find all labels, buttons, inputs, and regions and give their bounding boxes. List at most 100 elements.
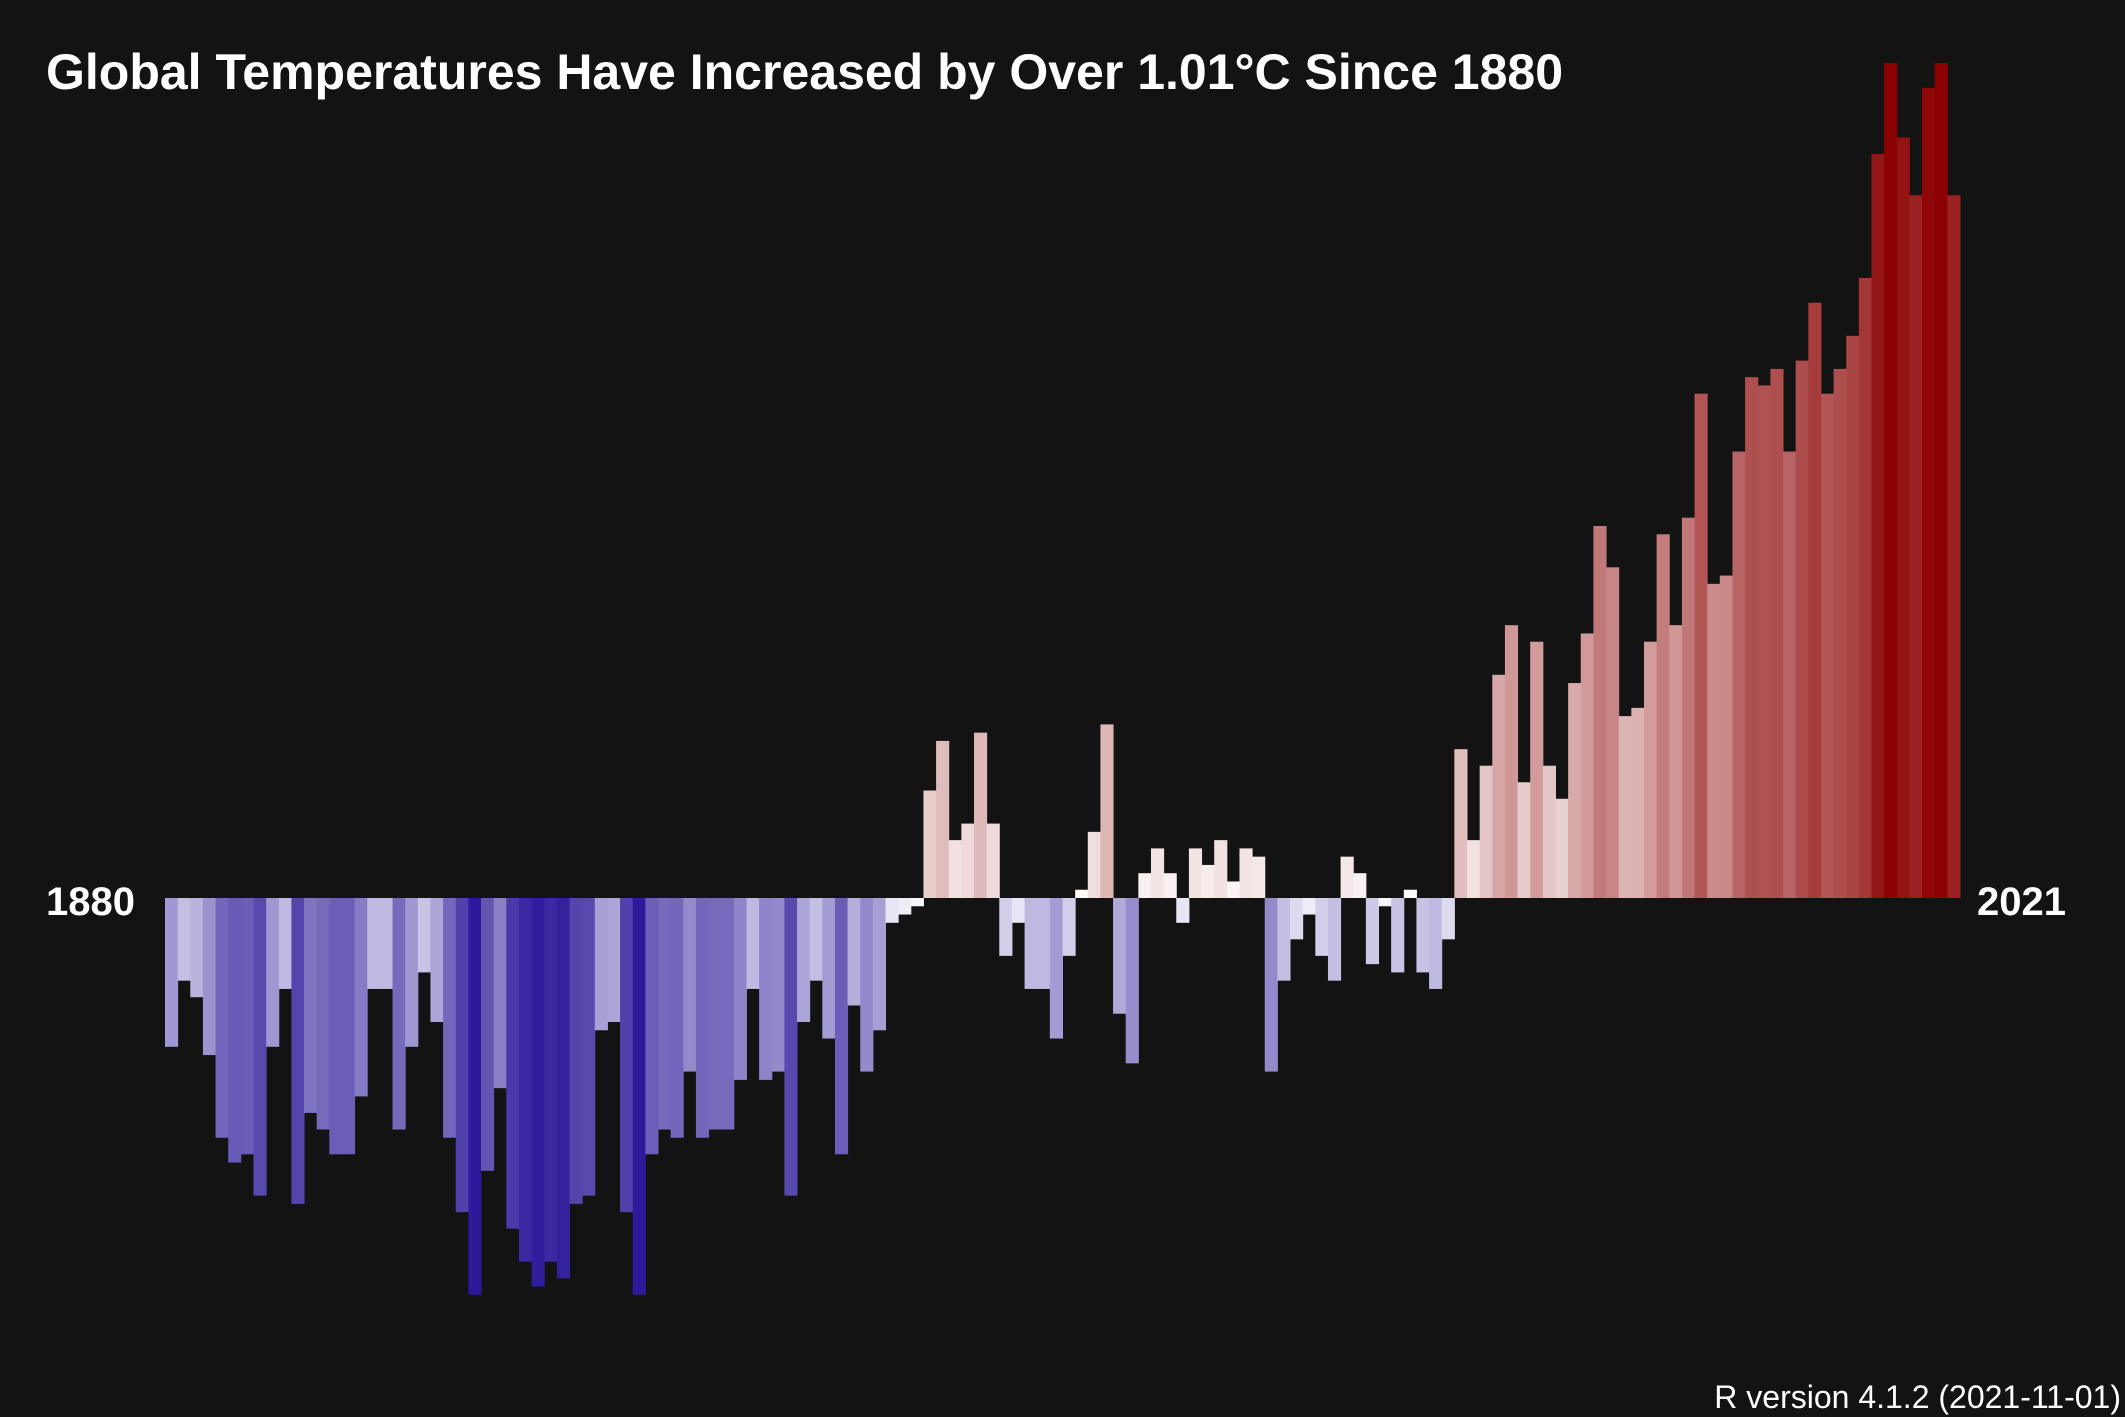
bar-1954 xyxy=(1100,724,1114,898)
bar-2017 xyxy=(1896,137,1910,898)
bar-1899 xyxy=(405,898,419,1047)
bar-2002 xyxy=(1707,583,1721,898)
bar-2004 xyxy=(1732,451,1746,898)
bar-1986 xyxy=(1504,625,1519,898)
bar-1982 xyxy=(1454,749,1468,898)
bar-1906 xyxy=(493,898,507,1089)
bar-1978 xyxy=(1403,889,1417,898)
bar-2001 xyxy=(1694,393,1708,898)
bar-1958 xyxy=(1150,848,1165,898)
bar-1946 xyxy=(999,898,1013,956)
bar-1892 xyxy=(316,898,330,1130)
bar-1993 xyxy=(1593,525,1607,898)
bar-1908 xyxy=(518,898,533,1262)
bar-1964 xyxy=(1226,881,1240,898)
bar-1989 xyxy=(1542,765,1556,898)
bar-1935 xyxy=(860,898,874,1072)
bar-2019 xyxy=(1922,87,1936,899)
bar-1959 xyxy=(1163,873,1177,898)
bar-1903 xyxy=(455,898,469,1213)
caption: R version 4.1.2 (2021-11-01) xyxy=(1714,1379,2121,1415)
bar-1972 xyxy=(1327,898,1342,981)
bar-1943 xyxy=(961,823,975,898)
bar-1947 xyxy=(1011,898,1026,923)
bar-1914 xyxy=(594,898,608,1031)
bar-1983 xyxy=(1467,840,1481,898)
bar-1985 xyxy=(1492,674,1506,898)
bar-1976 xyxy=(1378,898,1392,907)
bar-1945 xyxy=(986,823,1000,898)
bar-1992 xyxy=(1580,633,1594,898)
bar-1931 xyxy=(809,898,823,981)
end-year-label: 2021 xyxy=(1977,880,2066,924)
bar-1930 xyxy=(797,898,811,1023)
bar-1984 xyxy=(1479,765,1493,898)
bar-1996 xyxy=(1631,707,1645,898)
bar-1979 xyxy=(1416,898,1430,973)
bar-1962 xyxy=(1201,864,1215,898)
bar-1951 xyxy=(1062,898,1076,956)
bar-1916 xyxy=(620,898,634,1213)
bar-2008 xyxy=(1783,451,1797,898)
bar-1944 xyxy=(974,732,988,898)
bar-1881 xyxy=(177,898,191,981)
bar-1884 xyxy=(215,898,229,1138)
bar-1950 xyxy=(1049,898,1063,1039)
bars-group xyxy=(165,63,1961,1295)
bar-1994 xyxy=(1606,567,1620,898)
bar-2006 xyxy=(1757,385,1771,898)
start-year-label: 1880 xyxy=(46,880,135,924)
bar-1925 xyxy=(733,898,747,1080)
bar-1999 xyxy=(1669,625,1683,898)
bar-1898 xyxy=(392,898,406,1130)
bar-1957 xyxy=(1138,873,1152,898)
bar-1956 xyxy=(1125,898,1139,1064)
bar-1907 xyxy=(506,898,520,1229)
bar-1967 xyxy=(1264,898,1278,1072)
bar-1917 xyxy=(632,898,646,1295)
bar-1928 xyxy=(771,898,785,1072)
bar-1987 xyxy=(1517,782,1531,898)
bar-1960 xyxy=(1176,898,1190,923)
bar-1963 xyxy=(1214,840,1228,898)
bar-1941 xyxy=(936,740,950,898)
bar-1980 xyxy=(1429,898,1443,989)
bar-1918 xyxy=(645,898,659,1155)
bar-2013 xyxy=(1846,335,1860,898)
bar-1922 xyxy=(695,898,710,1138)
bar-2005 xyxy=(1745,377,1759,898)
bar-1971 xyxy=(1315,898,1329,956)
bar-1886 xyxy=(240,898,254,1155)
bar-1913 xyxy=(582,898,596,1196)
bar-1934 xyxy=(847,898,861,1006)
chart-title: Global Temperatures Have Increased by Ov… xyxy=(46,44,1563,100)
bar-1995 xyxy=(1618,716,1632,898)
bar-1910 xyxy=(544,898,558,1262)
bar-1942 xyxy=(948,840,962,898)
bar-1933 xyxy=(834,898,849,1155)
bar-1938 xyxy=(898,898,912,915)
bar-1897 xyxy=(379,898,394,989)
bar-2020 xyxy=(1934,63,1948,898)
bar-1940 xyxy=(923,790,937,898)
bar-2014 xyxy=(1858,277,1873,898)
bar-1968 xyxy=(1277,898,1291,981)
bar-1920 xyxy=(670,898,684,1138)
bar-1974 xyxy=(1353,873,1367,898)
bar-1929 xyxy=(784,898,798,1196)
bar-1936 xyxy=(872,898,887,1031)
bar-1990 xyxy=(1555,798,1569,898)
bar-1937 xyxy=(885,898,899,923)
bar-1981 xyxy=(1441,898,1455,940)
bar-2000 xyxy=(1681,517,1696,898)
bar-1905 xyxy=(481,898,495,1171)
bar-1888 xyxy=(266,898,280,1047)
bar-1891 xyxy=(304,898,318,1113)
bar-2012 xyxy=(1833,368,1847,898)
bar-1949 xyxy=(1037,898,1051,989)
bar-1965 xyxy=(1239,848,1253,898)
bar-1901 xyxy=(430,898,444,1023)
bar-1991 xyxy=(1568,683,1582,898)
bar-2010 xyxy=(1808,302,1822,898)
